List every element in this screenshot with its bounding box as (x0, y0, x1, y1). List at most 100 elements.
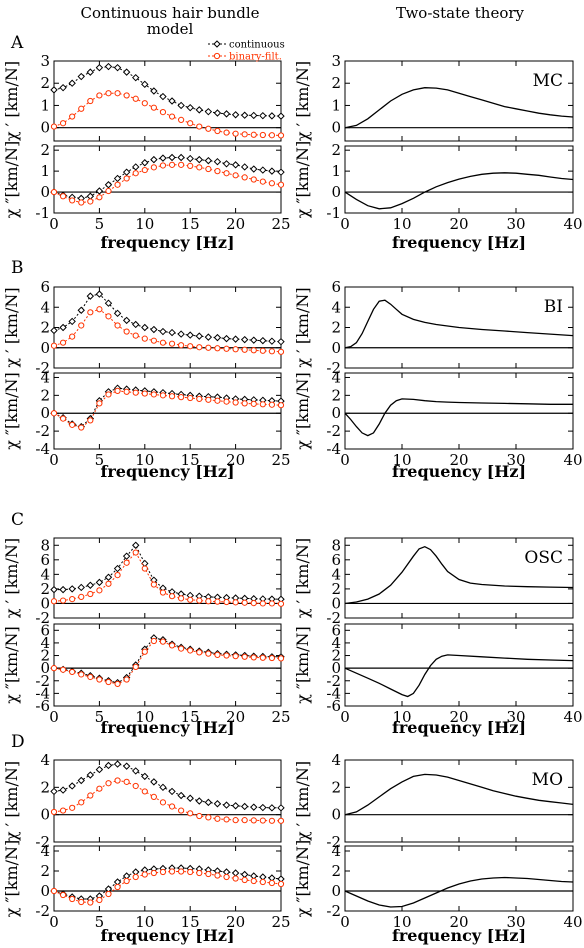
panel-a-left-imag-continuous-point-4 (86, 192, 95, 200)
panel-b-left-real-binary-point-13 (168, 340, 176, 347)
panel-a-left-real-binary-point-12 (159, 109, 167, 116)
panel-c-left-imag-ytick-label-4: 2 (40, 647, 50, 665)
panel-d-left-real-continuous-point-17 (204, 798, 213, 807)
panel-b-left-real-binary-line (53, 308, 282, 353)
panel-d-left-real-continuous-point-14 (177, 791, 185, 800)
panel-c-left-imag-binary-point-9 (132, 663, 139, 670)
panel-b-left-imag-xtick-label-3: 15 (181, 451, 200, 469)
panel-d-right-imag-ytick-label-3: 4 (331, 842, 341, 860)
panel-c-left-real-ytick-label-2: 2 (40, 580, 50, 598)
panel-c-left-real-continuous-point-3 (77, 583, 85, 592)
panel-b-left-imag-binary-point-20 (232, 399, 239, 406)
panel-d-right-real-ytick-label-1: 0 (331, 806, 341, 824)
panel-d-left-imag-ytick-label-2: 2 (40, 862, 50, 880)
panel-b-left-real-binary-point-21 (241, 346, 248, 353)
panel-c-left-imag-ytick-label-1: -4 (35, 684, 50, 702)
panel-b-left-imag-xtick-label-4: 20 (226, 451, 245, 469)
panel-d-left-imag-ytick-label-0: -2 (35, 902, 50, 920)
panel-a-right-imag-ylabel: χ ″[km/N] (293, 141, 312, 219)
panel-c-left-real-binary-line (53, 551, 282, 605)
panel-a-left-imag-continuous-point-22 (250, 165, 258, 173)
panel-c-right-imag-ytick-label-0: -6 (326, 697, 341, 715)
panel-b-left-real-continuous-point-11 (150, 325, 158, 334)
panel-d-left-imag-continuous-point-21 (240, 870, 249, 879)
panel-c-left-imag-xtick-label-4: 20 (226, 708, 245, 726)
panel-a-left-real-continuous-point-19 (222, 110, 231, 118)
panel-a-left-real-binary-point-18 (214, 127, 221, 135)
panel-b-right-imag-curve (344, 398, 573, 437)
panel-b-model-label: BI (544, 297, 563, 317)
panel-b-left-real-binary-point-2 (69, 333, 76, 340)
panel-b-left-real-binary-point-0 (50, 342, 58, 349)
panel-b-left-real-binary-point-20 (232, 346, 239, 353)
panel-b-left-imag-binary-point-12 (159, 392, 167, 399)
panel-c-left-real-binary-point-24 (268, 600, 276, 607)
panel-a-right-imag-xtick-label-0: 0 (340, 215, 350, 233)
panel-a-left-real-continuous-point-5 (95, 63, 104, 72)
panel-a-left-imag-xtick-label-1: 5 (95, 215, 105, 233)
panel-c-left-real-binary-point-2 (69, 595, 76, 603)
panel-c-left-real-binary-point-13 (168, 593, 176, 600)
panel-c-left-real-binary-point-4 (87, 590, 94, 598)
panel-d-left-real-continuous-point-15 (186, 794, 194, 802)
panel-b-left-real-continuous-point-13 (168, 328, 176, 337)
panel-a-left-real-binary-point-16 (196, 123, 203, 130)
panel-a-left-imag-continuous-point-25 (277, 168, 285, 176)
panel-d-left-imag-binary-point-18 (214, 872, 221, 879)
panel-c-left-real-ytick-label-1: 0 (40, 594, 50, 612)
panel-c-left-real-continuous-point-1 (59, 585, 67, 594)
panel-c-right-real-ytick-label-5: 8 (331, 536, 341, 554)
panel-c-left-imag-binary-point-19 (223, 652, 230, 659)
panel-d-left-real-continuous-point-0 (50, 787, 58, 796)
panel-a-left-real-continuous-point-17 (204, 107, 213, 116)
panel-a-left-imag-continuous-point-15 (186, 154, 194, 163)
panel-a-right-real-ytick-label-1: 1 (331, 96, 341, 114)
panel-d-left-real-binary-point-23 (259, 817, 266, 824)
panel-a-left-imag-binary-point-17 (205, 165, 212, 173)
panel-c-left-real-continuous-point-4 (86, 581, 95, 589)
panel-a-left-real-binary-line (53, 92, 282, 136)
panel-d-left-real-ytick-label-3: 4 (40, 751, 50, 769)
panel-c-left-real-binary-point-25 (277, 600, 285, 607)
panel-c-left-real-binary-point-22 (250, 599, 257, 607)
panel-a-left-imag-continuous-point-13 (168, 153, 176, 162)
panel-c-left-real-binary-point-9 (132, 549, 139, 556)
panel-a-left-imag-continuous-point-8 (122, 168, 131, 176)
panel-c-left-real-binary-point-23 (259, 600, 266, 607)
panel-b-left-imag-binary-point-23 (259, 401, 266, 408)
panel-d-left-real-binary-point-22 (250, 817, 257, 824)
panel-c-left-imag-ytick-label-2: -2 (35, 672, 50, 690)
panel-b-left-imag-binary-point-3 (78, 424, 85, 431)
panel-c-right-imag-ytick-label-3: 0 (331, 659, 341, 677)
panel-c-left-xlabel: frequency [Hz] (100, 718, 234, 737)
panel-a-left-imag-binary-point-24 (268, 180, 276, 187)
panel-a-left-imag-ytick-label-3: 2 (40, 141, 50, 159)
panel-d-left-imag-binary-point-11 (150, 869, 157, 877)
panel-b-left-real-continuous-point-22 (250, 336, 258, 344)
panel-c-left-imag-binary-point-3 (78, 671, 85, 678)
panel-a-left-imag-binary-point-7 (114, 181, 121, 188)
panel-d-left-imag-binary-point-12 (159, 868, 167, 876)
panel-d-right-imag-ylabel: χ ″[km/N] (293, 840, 312, 918)
panel-a-right-imag-ytick-label-3: 2 (331, 141, 341, 159)
panel-c-right-real-ytick-label-3: 4 (331, 565, 341, 583)
panel-b-left-real-binary-point-25 (277, 348, 285, 355)
panel-b-left-imag-binary-point-13 (168, 393, 176, 400)
panel-c-left-imag-binary-point-4 (87, 673, 94, 681)
panel-a-left-real-continuous-point-7 (113, 63, 122, 72)
panel-b-right-imag-ytick-label-4: 4 (331, 368, 341, 386)
panel-b-left-real-continuous-point-4 (86, 292, 95, 300)
panel-d-left-imag-binary-point-21 (241, 876, 248, 884)
panel-b-right-imag-xtick-label-0: 0 (340, 451, 350, 469)
panel-b-left-imag-binary-point-24 (268, 401, 276, 408)
panel-a-left-imag-ylabel: χ ″[km/N] (2, 141, 21, 219)
panel-b-left-imag-binary-point-5 (96, 400, 103, 407)
panel-c-left-real-binary-point-5 (96, 587, 103, 594)
panel-c-left-real-ytick-label-3: 4 (40, 565, 50, 583)
panel-c-right-imag-ytick-label-5: 4 (331, 634, 341, 652)
panel-d-left-imag-binary-point-0 (50, 887, 58, 895)
panel-a-left-imag-continuous-point-19 (222, 160, 231, 168)
panel-c-left-imag-binary-point-11 (150, 637, 157, 645)
panel-b-left-real-binary-point-7 (114, 322, 121, 329)
panel-c-left-imag-binary-point-1 (59, 666, 67, 673)
